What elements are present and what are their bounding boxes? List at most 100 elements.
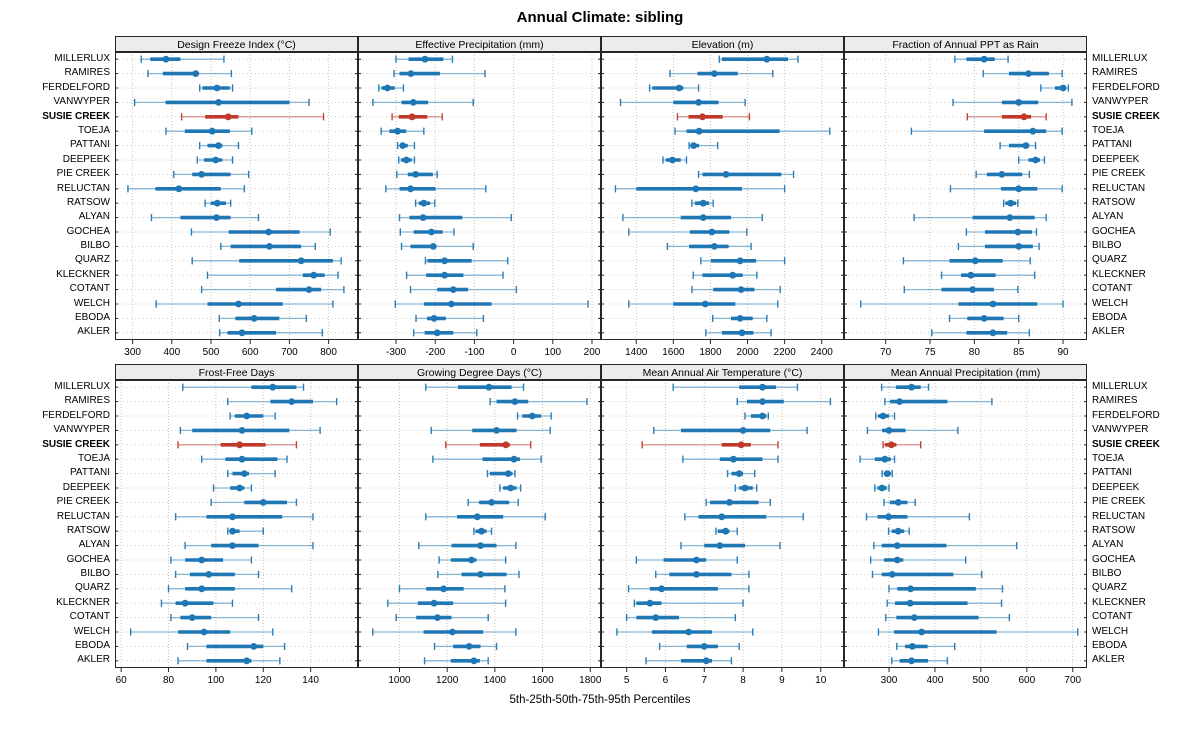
- series-row-ferdelford: [874, 412, 896, 420]
- median-dot: [409, 99, 417, 106]
- series-row-pie-creek: [705, 498, 771, 506]
- series-row-ferdelford: [378, 84, 405, 92]
- series-row-ferdelford: [1040, 84, 1070, 92]
- series-row-welch: [155, 300, 334, 308]
- panel-effective-precipitation-mm-: -300 -200 -100 0 100 200 Effective Precipitati…: [358, 36, 601, 358]
- site-label-pattani: PATTANI: [1092, 139, 1132, 151]
- median-dot: [383, 84, 391, 92]
- panel-mean-annual-precipitation-mm-: 300 400 500 600 700 Mean Annual Precipitation…: [844, 364, 1087, 686]
- site-label-ferdelford: FERDELFORD: [1092, 81, 1160, 93]
- series-row-millerlux: [395, 55, 454, 63]
- x-tick-label: 75: [924, 347, 936, 358]
- series-row-quarz: [191, 257, 342, 265]
- median-dot: [989, 329, 997, 337]
- panel-frost-free-days: 60 80 100 120 140 Frost-Free Days: [115, 364, 358, 686]
- site-label-bilbo: BILBO: [1092, 568, 1122, 580]
- panel-row-1: MILLERLUX RAMIRES FERDELFORD VANWYPER SUSIE …: [3, 36, 1197, 360]
- median-dot: [652, 614, 660, 621]
- site-label-ratsow: RATSOW: [1092, 196, 1136, 208]
- series-row-alyan: [873, 542, 1018, 550]
- series-row-quarz: [167, 585, 293, 593]
- median-dot: [504, 470, 512, 477]
- x-tick-label: 140: [302, 675, 319, 686]
- median-dot: [980, 315, 988, 322]
- median-dot: [695, 99, 702, 106]
- median-dot: [238, 329, 246, 337]
- median-dot: [738, 329, 746, 337]
- median-dot: [441, 257, 449, 265]
- median-dot: [1032, 156, 1039, 164]
- series-row-reluctan: [425, 513, 546, 521]
- median-dot: [473, 513, 481, 521]
- median-dot: [407, 70, 415, 77]
- site-label-susie-creek: SUSIE CREEK: [42, 110, 110, 122]
- strip-header: [844, 36, 1087, 52]
- median-dot: [729, 455, 737, 463]
- series-row-toeja: [165, 127, 253, 135]
- median-dot: [989, 300, 997, 308]
- median-dot: [412, 171, 420, 178]
- median-dot: [243, 412, 251, 420]
- site-label-ferdelford: FERDELFORD: [42, 81, 110, 93]
- series-row-deepeek: [212, 484, 253, 492]
- median-dot: [759, 398, 766, 405]
- median-dot: [213, 214, 220, 222]
- median-dot: [208, 127, 216, 135]
- site-label-bilbo: BILBO: [80, 240, 110, 252]
- site-label-ramires: RAMIRES: [1092, 67, 1138, 79]
- series-row-bilbo: [437, 570, 520, 578]
- median-dot: [421, 55, 429, 63]
- series-row-gochea: [170, 556, 253, 564]
- median-dot: [305, 286, 313, 293]
- site-label-welch: WELCH: [1092, 625, 1129, 637]
- median-dot: [695, 127, 703, 135]
- median-dot: [419, 214, 427, 222]
- x-tick-label: 500: [973, 675, 990, 686]
- site-label-akler: AKLER: [1092, 326, 1125, 338]
- median-dot: [468, 556, 475, 564]
- median-dot: [998, 171, 1006, 178]
- median-dot: [162, 55, 170, 63]
- median-dot: [427, 228, 435, 236]
- site-label-pie-creek: PIE CREEK: [56, 496, 110, 508]
- median-dot: [434, 614, 441, 621]
- series-row-akler: [423, 657, 489, 665]
- series-row-quarz: [424, 257, 509, 265]
- panel-border: [601, 380, 844, 668]
- strip-title: Fraction of Annual PPT as Rain: [892, 39, 1038, 51]
- site-label-welch: WELCH: [73, 297, 110, 309]
- series-row-alyan: [622, 214, 763, 222]
- site-label-vanwyper: VANWYPER: [1092, 424, 1149, 436]
- series-row-reluctan: [614, 185, 786, 193]
- panel-fraction-of-annual-ppt-as-rain: 70 75 80 85 90 Fraction of Annual PPT as Rain: [844, 36, 1087, 358]
- median-dot: [212, 156, 220, 164]
- series-row-ferdelford: [229, 412, 276, 420]
- site-labels-left: MILLERLUX RAMIRES FERDELFORD VANWYPER SUSIE …: [3, 364, 115, 668]
- median-dot: [692, 185, 700, 193]
- site-label-reluctan: RELUCTAN: [56, 182, 110, 194]
- median-dot: [297, 257, 305, 265]
- series-row-eboda: [433, 642, 498, 650]
- median-dot: [1029, 127, 1037, 135]
- site-label-reluctan: RELUCTAN: [56, 510, 110, 522]
- site-label-vanwyper: VANWYPER: [53, 424, 111, 436]
- median-dot: [675, 84, 683, 92]
- site-label-quarz: QUARZ: [1092, 582, 1127, 594]
- series-row-akler: [177, 657, 281, 665]
- series-row-akler: [705, 329, 772, 337]
- strip-title: Mean Annual Air Temperature (°C): [643, 367, 803, 379]
- series-row-pattani: [999, 142, 1037, 150]
- site-label-millerlux: MILLERLUX: [54, 381, 110, 392]
- median-dot: [736, 257, 744, 265]
- x-tick-label: 10: [815, 675, 827, 686]
- site-label-alyan: ALYAN: [1092, 539, 1124, 551]
- site-label-pattani: PATTANI: [70, 139, 110, 151]
- median-dot: [669, 156, 676, 164]
- series-row-eboda: [711, 314, 768, 322]
- series-row-akler: [218, 329, 324, 337]
- median-dot: [690, 142, 697, 149]
- series-row-eboda: [218, 314, 307, 322]
- x-tick-label: 200: [584, 347, 601, 358]
- series-row-pie-creek: [467, 498, 519, 506]
- series-row-kleckner: [405, 271, 504, 279]
